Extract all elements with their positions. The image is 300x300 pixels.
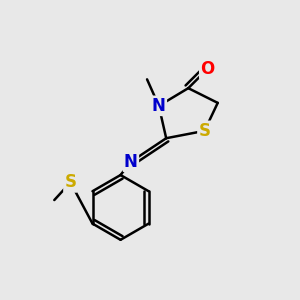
- Text: N: N: [152, 97, 166, 115]
- Text: S: S: [64, 173, 76, 191]
- Text: N: N: [124, 153, 138, 171]
- Text: S: S: [199, 122, 211, 140]
- Text: O: O: [200, 60, 214, 78]
